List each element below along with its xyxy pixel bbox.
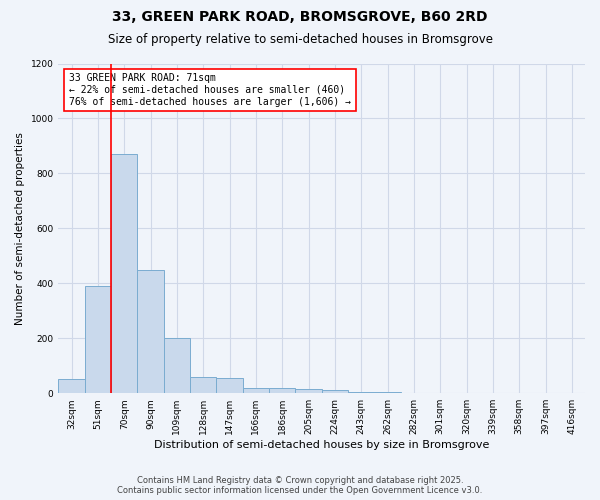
Bar [164,338,190,393]
Bar [111,154,137,393]
Bar [85,286,111,393]
Text: 33, GREEN PARK ROAD, BROMSGROVE, B60 2RD: 33, GREEN PARK ROAD, BROMSGROVE, B60 2RD [112,10,488,24]
Y-axis label: Number of semi-detached properties: Number of semi-detached properties [15,132,25,325]
Bar [322,390,348,393]
Text: Size of property relative to semi-detached houses in Bromsgrove: Size of property relative to semi-detach… [107,32,493,46]
X-axis label: Distribution of semi-detached houses by size in Bromsgrove: Distribution of semi-detached houses by … [154,440,490,450]
Text: 33 GREEN PARK ROAD: 71sqm
← 22% of semi-detached houses are smaller (460)
76% of: 33 GREEN PARK ROAD: 71sqm ← 22% of semi-… [69,74,351,106]
Bar [374,392,401,393]
Bar [295,389,322,393]
Bar [348,392,374,393]
Text: Contains HM Land Registry data © Crown copyright and database right 2025.
Contai: Contains HM Land Registry data © Crown c… [118,476,482,495]
Bar [137,270,164,393]
Bar [58,380,85,393]
Bar [217,378,243,393]
Bar [243,388,269,393]
Bar [190,376,217,393]
Bar [269,388,295,393]
